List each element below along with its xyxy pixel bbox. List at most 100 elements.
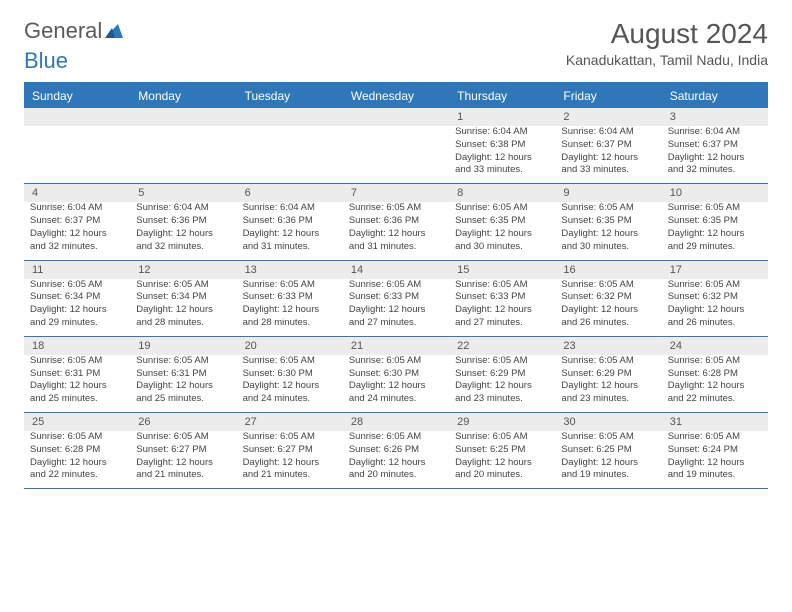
daylight-text: Daylight: 12 hours and 20 minutes.: [455, 457, 549, 483]
day-number: 11: [24, 261, 130, 279]
day-cell: Sunrise: 6:05 AMSunset: 6:27 PMDaylight:…: [237, 431, 343, 488]
sunset-text: Sunset: 6:25 PM: [455, 444, 549, 457]
day-number: 2: [555, 108, 661, 126]
sunrise-text: Sunrise: 6:05 AM: [349, 431, 443, 444]
day-cell: Sunrise: 6:05 AMSunset: 6:33 PMDaylight:…: [237, 279, 343, 336]
day-number: 29: [449, 413, 555, 431]
day-number: 7: [343, 184, 449, 202]
sunset-text: Sunset: 6:28 PM: [30, 444, 124, 457]
sunset-text: Sunset: 6:29 PM: [455, 368, 549, 381]
day-cell: Sunrise: 6:05 AMSunset: 6:29 PMDaylight:…: [449, 355, 555, 412]
daylight-text: Daylight: 12 hours and 31 minutes.: [349, 228, 443, 254]
daylight-text: Daylight: 12 hours and 25 minutes.: [30, 380, 124, 406]
sunrise-text: Sunrise: 6:05 AM: [455, 202, 549, 215]
sunrise-text: Sunrise: 6:05 AM: [668, 355, 762, 368]
sunrise-text: Sunrise: 6:05 AM: [349, 279, 443, 292]
sunrise-text: Sunrise: 6:05 AM: [243, 355, 337, 368]
sunset-text: Sunset: 6:38 PM: [455, 139, 549, 152]
day-cell: Sunrise: 6:04 AMSunset: 6:37 PMDaylight:…: [662, 126, 768, 183]
week-3: Sunrise: 6:05 AMSunset: 6:31 PMDaylight:…: [24, 355, 768, 413]
daylight-text: Daylight: 12 hours and 22 minutes.: [30, 457, 124, 483]
day-number: 18: [24, 337, 130, 355]
sunrise-text: Sunrise: 6:05 AM: [561, 355, 655, 368]
logo: General: [24, 18, 125, 44]
day-number: 20: [237, 337, 343, 355]
sunset-text: Sunset: 6:36 PM: [136, 215, 230, 228]
day-number: 19: [130, 337, 236, 355]
day-cell: Sunrise: 6:05 AMSunset: 6:32 PMDaylight:…: [555, 279, 661, 336]
sunset-text: Sunset: 6:36 PM: [349, 215, 443, 228]
sunrise-text: Sunrise: 6:05 AM: [349, 355, 443, 368]
daylight-text: Daylight: 12 hours and 26 minutes.: [561, 304, 655, 330]
day-cell: Sunrise: 6:04 AMSunset: 6:36 PMDaylight:…: [237, 202, 343, 259]
week-4-daynums: 25262728293031: [24, 413, 768, 431]
day-number: 31: [662, 413, 768, 431]
sunset-text: Sunset: 6:27 PM: [243, 444, 337, 457]
dow-monday: Monday: [130, 84, 236, 108]
day-cell: Sunrise: 6:05 AMSunset: 6:33 PMDaylight:…: [449, 279, 555, 336]
day-cell: Sunrise: 6:05 AMSunset: 6:30 PMDaylight:…: [237, 355, 343, 412]
day-number: 28: [343, 413, 449, 431]
day-number: 15: [449, 261, 555, 279]
sunrise-text: Sunrise: 6:04 AM: [243, 202, 337, 215]
daylight-text: Daylight: 12 hours and 28 minutes.: [136, 304, 230, 330]
day-cell: Sunrise: 6:05 AMSunset: 6:27 PMDaylight:…: [130, 431, 236, 488]
daylight-text: Daylight: 12 hours and 28 minutes.: [243, 304, 337, 330]
daylight-text: Daylight: 12 hours and 23 minutes.: [455, 380, 549, 406]
day-cell: Sunrise: 6:05 AMSunset: 6:36 PMDaylight:…: [343, 202, 449, 259]
sunset-text: Sunset: 6:31 PM: [30, 368, 124, 381]
sunrise-text: Sunrise: 6:05 AM: [30, 431, 124, 444]
sunrise-text: Sunrise: 6:05 AM: [455, 279, 549, 292]
daylight-text: Daylight: 12 hours and 21 minutes.: [136, 457, 230, 483]
day-number: 21: [343, 337, 449, 355]
sunrise-text: Sunrise: 6:05 AM: [561, 202, 655, 215]
sunset-text: Sunset: 6:36 PM: [243, 215, 337, 228]
day-number: 4: [24, 184, 130, 202]
sunset-text: Sunset: 6:30 PM: [349, 368, 443, 381]
day-of-week-header: SundayMondayTuesdayWednesdayThursdayFrid…: [24, 84, 768, 108]
daylight-text: Daylight: 12 hours and 29 minutes.: [668, 228, 762, 254]
week-3-daynums: 18192021222324: [24, 337, 768, 355]
week-1-daynums: 45678910: [24, 184, 768, 202]
daylight-text: Daylight: 12 hours and 32 minutes.: [136, 228, 230, 254]
day-number: [343, 108, 449, 126]
daylight-text: Daylight: 12 hours and 23 minutes.: [561, 380, 655, 406]
day-cell: Sunrise: 6:05 AMSunset: 6:35 PMDaylight:…: [449, 202, 555, 259]
daylight-text: Daylight: 12 hours and 27 minutes.: [349, 304, 443, 330]
logo-text-2: Blue: [24, 48, 68, 73]
day-cell: Sunrise: 6:05 AMSunset: 6:34 PMDaylight:…: [130, 279, 236, 336]
daylight-text: Daylight: 12 hours and 20 minutes.: [349, 457, 443, 483]
logo-text-1: General: [24, 18, 102, 44]
day-number: 27: [237, 413, 343, 431]
sunset-text: Sunset: 6:37 PM: [30, 215, 124, 228]
sunset-text: Sunset: 6:30 PM: [243, 368, 337, 381]
sunset-text: Sunset: 6:31 PM: [136, 368, 230, 381]
daylight-text: Daylight: 12 hours and 29 minutes.: [30, 304, 124, 330]
logo-icon: [105, 24, 123, 38]
sunrise-text: Sunrise: 6:05 AM: [243, 279, 337, 292]
sunset-text: Sunset: 6:24 PM: [668, 444, 762, 457]
week-0-daynums: 123: [24, 108, 768, 126]
day-number: 25: [24, 413, 130, 431]
day-cell: Sunrise: 6:05 AMSunset: 6:35 PMDaylight:…: [662, 202, 768, 259]
day-number: 30: [555, 413, 661, 431]
daylight-text: Daylight: 12 hours and 30 minutes.: [455, 228, 549, 254]
sunrise-text: Sunrise: 6:05 AM: [136, 279, 230, 292]
day-number: 8: [449, 184, 555, 202]
day-cell: Sunrise: 6:05 AMSunset: 6:25 PMDaylight:…: [449, 431, 555, 488]
daylight-text: Daylight: 12 hours and 31 minutes.: [243, 228, 337, 254]
sunset-text: Sunset: 6:33 PM: [349, 291, 443, 304]
day-cell: Sunrise: 6:05 AMSunset: 6:32 PMDaylight:…: [662, 279, 768, 336]
day-cell: Sunrise: 6:05 AMSunset: 6:28 PMDaylight:…: [662, 355, 768, 412]
daylight-text: Daylight: 12 hours and 24 minutes.: [243, 380, 337, 406]
day-cell: Sunrise: 6:05 AMSunset: 6:24 PMDaylight:…: [662, 431, 768, 488]
sunrise-text: Sunrise: 6:05 AM: [30, 279, 124, 292]
sunset-text: Sunset: 6:25 PM: [561, 444, 655, 457]
daylight-text: Daylight: 12 hours and 19 minutes.: [668, 457, 762, 483]
day-number: 26: [130, 413, 236, 431]
day-cell: [130, 126, 236, 183]
sunrise-text: Sunrise: 6:05 AM: [561, 431, 655, 444]
day-cell: Sunrise: 6:05 AMSunset: 6:29 PMDaylight:…: [555, 355, 661, 412]
daylight-text: Daylight: 12 hours and 32 minutes.: [30, 228, 124, 254]
day-cell: Sunrise: 6:05 AMSunset: 6:34 PMDaylight:…: [24, 279, 130, 336]
